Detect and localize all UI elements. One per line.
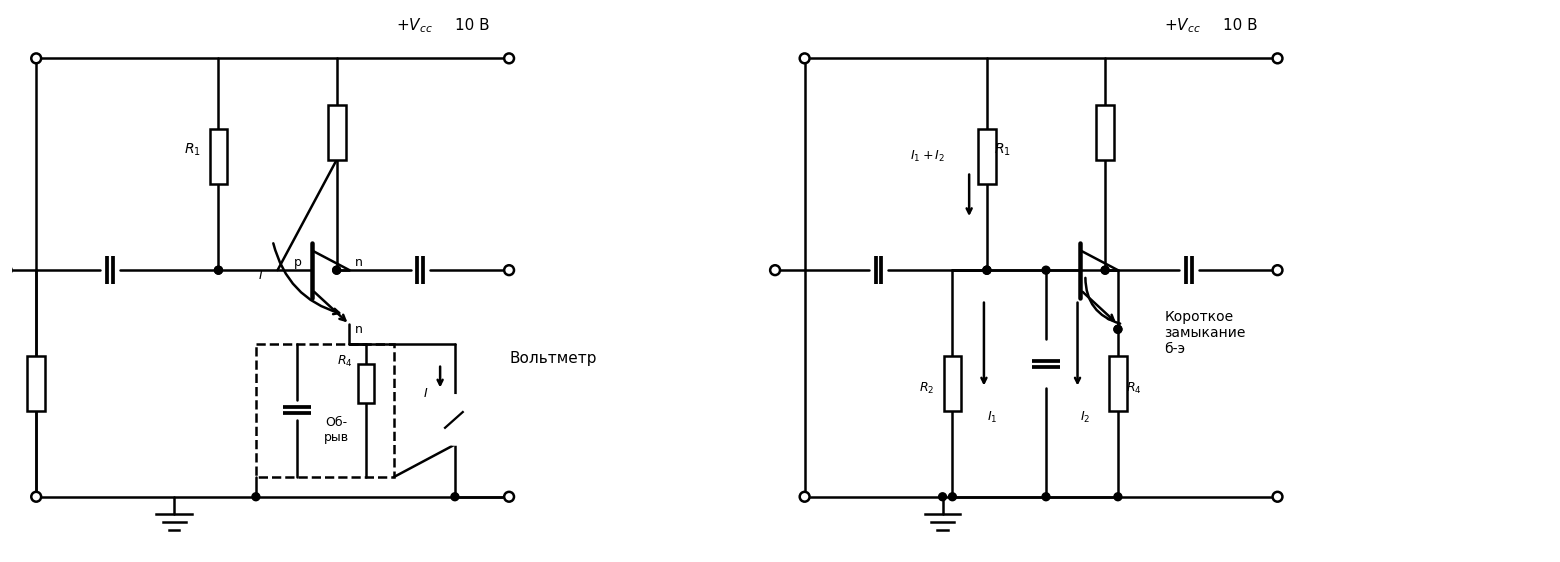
Circle shape <box>983 266 991 274</box>
Circle shape <box>1273 53 1282 64</box>
Circle shape <box>939 493 947 501</box>
Text: $+V_{cc}$: $+V_{cc}$ <box>1164 16 1201 35</box>
Circle shape <box>771 265 780 275</box>
Bar <box>1109 356 1126 411</box>
Bar <box>28 356 45 411</box>
Circle shape <box>800 492 810 502</box>
Text: n: n <box>354 323 362 336</box>
Text: $I_1 + I_2$: $I_1 + I_2$ <box>909 149 945 165</box>
Text: n: n <box>354 256 362 269</box>
Text: $R_2$: $R_2$ <box>919 381 934 396</box>
Bar <box>256 344 393 477</box>
Text: $I$: $I$ <box>423 387 427 400</box>
FancyArrowPatch shape <box>273 243 339 314</box>
Text: 10 В: 10 В <box>1223 19 1257 33</box>
Circle shape <box>1273 492 1282 502</box>
Circle shape <box>431 395 479 445</box>
Circle shape <box>504 492 513 502</box>
Circle shape <box>1114 493 1122 501</box>
Circle shape <box>1101 266 1109 274</box>
Text: $+V_{cc}$: $+V_{cc}$ <box>396 16 432 35</box>
Circle shape <box>31 53 41 64</box>
Circle shape <box>451 493 459 501</box>
Circle shape <box>215 266 223 274</box>
Circle shape <box>983 266 991 274</box>
Circle shape <box>504 265 513 275</box>
Circle shape <box>1114 325 1122 333</box>
Text: Короткое
замыкание
б-э: Короткое замыкание б-э <box>1164 310 1245 356</box>
Bar <box>1097 105 1114 160</box>
Circle shape <box>504 53 513 64</box>
Circle shape <box>948 493 956 501</box>
Text: $I_2$: $I_2$ <box>1080 410 1090 425</box>
Text: $R_1$: $R_1$ <box>184 142 201 158</box>
Text: Вольтметр: Вольтметр <box>509 351 596 366</box>
Circle shape <box>1101 266 1109 274</box>
Text: $I_1$: $I_1$ <box>986 410 997 425</box>
Bar <box>359 364 374 403</box>
Bar <box>209 129 228 184</box>
Circle shape <box>1273 265 1282 275</box>
FancyArrowPatch shape <box>1086 278 1120 324</box>
Circle shape <box>332 266 340 274</box>
Text: p: p <box>295 256 303 269</box>
Text: 10 В: 10 В <box>456 19 490 33</box>
Bar <box>328 105 345 160</box>
Circle shape <box>2 265 11 275</box>
Text: $I$: $I$ <box>257 269 264 282</box>
Circle shape <box>1114 325 1122 333</box>
Circle shape <box>983 266 991 274</box>
Circle shape <box>215 266 223 274</box>
Bar <box>944 356 961 411</box>
Text: $R_1$: $R_1$ <box>994 142 1011 158</box>
Circle shape <box>332 266 340 274</box>
Circle shape <box>800 53 810 64</box>
Text: $R_4$: $R_4$ <box>337 354 353 369</box>
Circle shape <box>1042 493 1050 501</box>
Bar <box>978 129 995 184</box>
Circle shape <box>1042 266 1050 274</box>
Circle shape <box>31 492 41 502</box>
Circle shape <box>253 493 261 501</box>
Text: $R_4$: $R_4$ <box>1126 381 1142 396</box>
Text: Об-
рыв: Об- рыв <box>324 416 349 444</box>
